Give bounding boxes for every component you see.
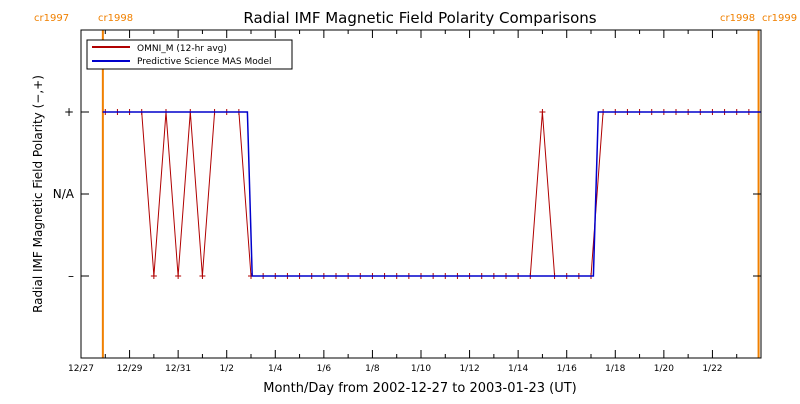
x-tick-label-0: 12/27 [68,364,94,374]
x-tick-label-1: 12/29 [117,364,143,374]
y-tick-label-2: – [68,269,74,283]
series-0-point-36 [539,109,546,115]
x-tick-label-8: 1/12 [459,364,479,374]
carrington-label-left-2: cr1998 [98,13,133,24]
legend: OMNI_M (12-hr avg) Predictive Science MA… [86,39,293,70]
legend-box [86,39,293,70]
series-line-0 [105,111,749,277]
series-0-point-8 [199,273,206,279]
legend-label-omni: OMNI_M (12-hr avg) [137,44,227,54]
carrington-label-right-1: cr1998 [720,13,755,24]
y-tick-label-0: + [64,105,74,119]
x-tick-label-3: 1/2 [219,364,233,374]
series-0-point-4 [150,273,157,279]
legend-label-mas: Predictive Science MAS Model [137,57,272,67]
x-tick-label-12: 1/20 [654,364,674,374]
x-tick-label-2: 12/31 [165,364,191,374]
series-line-1 [102,111,761,277]
x-tick-label-5: 1/6 [317,364,332,374]
carrington-label-left-1: cr1997 [34,13,69,24]
x-tick-label-10: 1/16 [557,364,577,374]
series-0-point-6 [175,273,182,279]
x-tick-label-9: 1/14 [508,364,528,374]
x-tick-label-13: 1/22 [702,364,722,374]
chart-title: Radial IMF Magnetic Field Polarity Compa… [243,9,596,27]
x-tick-label-6: 1/8 [365,364,380,374]
y-tick-label-1: N/A [53,187,75,201]
x-tick-label-4: 1/4 [268,364,283,374]
x-axis-label: Month/Day from 2002-12-27 to 2003-01-23 … [263,381,576,396]
carrington-label-right-2: cr1999 [762,13,797,24]
x-tick-label-11: 1/18 [605,364,625,374]
x-tick-label-7: 1/10 [411,364,431,374]
plot-frame [80,29,762,359]
y-axis-label: Radial IMF Magnetic Field Polarity (−,+) [31,75,45,313]
